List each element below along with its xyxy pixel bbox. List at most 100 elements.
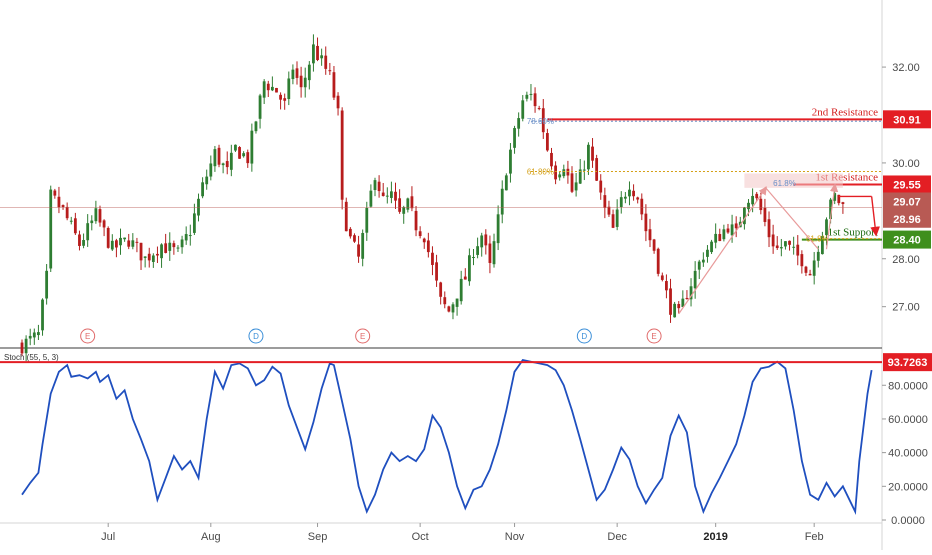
candle-body: [344, 201, 348, 232]
candle-body: [262, 81, 266, 98]
candle-body: [291, 69, 295, 80]
earnings-marker: [80, 328, 96, 344]
candle-body: [414, 210, 418, 231]
candle-body: [197, 198, 200, 216]
candle-body: [825, 219, 828, 236]
candle-body: [763, 207, 767, 222]
candle-body: [217, 147, 221, 165]
date-tick-label: 2019: [703, 531, 727, 543]
candle-body: [234, 144, 237, 151]
price-candles: [0, 34, 882, 362]
candle-body: [369, 190, 373, 207]
candle-body: [833, 193, 837, 201]
current-price-tag: [883, 209, 931, 228]
candle-body: [332, 72, 336, 98]
level-price-tag-text: 30.91: [893, 114, 921, 126]
candle-body: [73, 218, 77, 234]
candle-body: [603, 195, 607, 208]
candle-body: [164, 243, 168, 253]
candle-body: [184, 234, 188, 241]
candle-body: [324, 55, 328, 69]
candle-body: [242, 153, 246, 157]
candle-body: [49, 189, 53, 269]
candle-body: [812, 260, 816, 276]
candle-body: [820, 236, 824, 255]
candle-body: [537, 108, 541, 110]
candle-body: [714, 233, 718, 243]
candle-body: [41, 299, 44, 331]
candle-body: [431, 252, 434, 265]
price-tick-label: 27.00: [892, 302, 920, 314]
price-tick-label: 28.00: [892, 254, 920, 266]
candle-body: [669, 288, 672, 315]
event-marker-letter: D: [253, 332, 259, 341]
candle-body: [599, 180, 603, 193]
fib-label: 61.80%: [527, 168, 554, 177]
candle-body: [328, 70, 332, 72]
date-tick-label: Oct: [412, 531, 429, 543]
candle-body: [151, 255, 155, 262]
fib-label: 78.60%: [527, 117, 554, 126]
candle-body: [336, 95, 340, 109]
candle-body: [496, 214, 500, 244]
candle-body: [472, 256, 475, 258]
candle-body: [65, 206, 69, 219]
candle-body: [533, 93, 537, 107]
candle-body: [426, 240, 430, 253]
earnings-marker: [355, 328, 371, 344]
candle-body: [693, 270, 697, 289]
candle-body: [525, 94, 529, 99]
target-arrow: [870, 196, 880, 237]
candle-body: [759, 198, 763, 211]
candle-body: [353, 235, 356, 242]
resistance-zone: [744, 173, 843, 188]
time-axis[interactable]: Jul Aug Sep Oct Nov Dec 2019 Feb: [101, 523, 824, 543]
candle-body: [443, 297, 447, 305]
candle-body: [816, 251, 820, 261]
date-tick-label: Sep: [308, 531, 328, 543]
stoch-tick-label: 40.0000: [888, 448, 928, 460]
candle-body: [250, 130, 254, 164]
candle-body: [213, 149, 217, 167]
candle-body: [135, 241, 139, 243]
candle-body: [303, 77, 307, 88]
candle-body: [160, 244, 163, 259]
candle-body: [90, 220, 94, 224]
candle-body: [529, 93, 533, 95]
candle-body: [320, 55, 324, 59]
dividend-marker: [248, 328, 264, 344]
dividend-marker: [576, 328, 592, 344]
stochastic-value-tag-text: 93.7263: [888, 357, 928, 369]
candle-body: [435, 262, 438, 281]
candle-body: [447, 306, 451, 312]
candle-body: [841, 202, 845, 204]
candle-body: [484, 234, 488, 246]
candle-body: [509, 149, 512, 174]
candle-body: [176, 247, 180, 249]
candle-body: [86, 223, 90, 241]
candle-body: [578, 169, 582, 184]
candle-body: [402, 207, 406, 214]
candle-body: [710, 241, 713, 253]
candle-body: [258, 95, 262, 119]
candle-body: [706, 249, 709, 257]
candle-body: [459, 278, 463, 302]
candle-body: [681, 298, 685, 307]
candle-body: [410, 196, 414, 209]
candle-body: [201, 182, 204, 197]
candle-body: [615, 209, 619, 227]
candle-body: [209, 163, 213, 177]
candle-body: [451, 304, 455, 313]
price-axis[interactable]: 32.00 30.00 28.00 27.00 80.0000 60.0000 40.000…: [882, 62, 928, 527]
candle-body: [779, 247, 783, 249]
candle-body: [254, 121, 258, 132]
candle-body: [685, 297, 689, 299]
candle-body: [61, 205, 65, 207]
projection-arrows: [678, 183, 880, 315]
candle-body: [476, 246, 480, 255]
candle-body: [340, 110, 344, 200]
candle-body: [570, 173, 574, 192]
candle-body: [747, 202, 750, 210]
candle-body: [422, 238, 426, 243]
stoch-tick-label: 20.0000: [888, 481, 928, 493]
